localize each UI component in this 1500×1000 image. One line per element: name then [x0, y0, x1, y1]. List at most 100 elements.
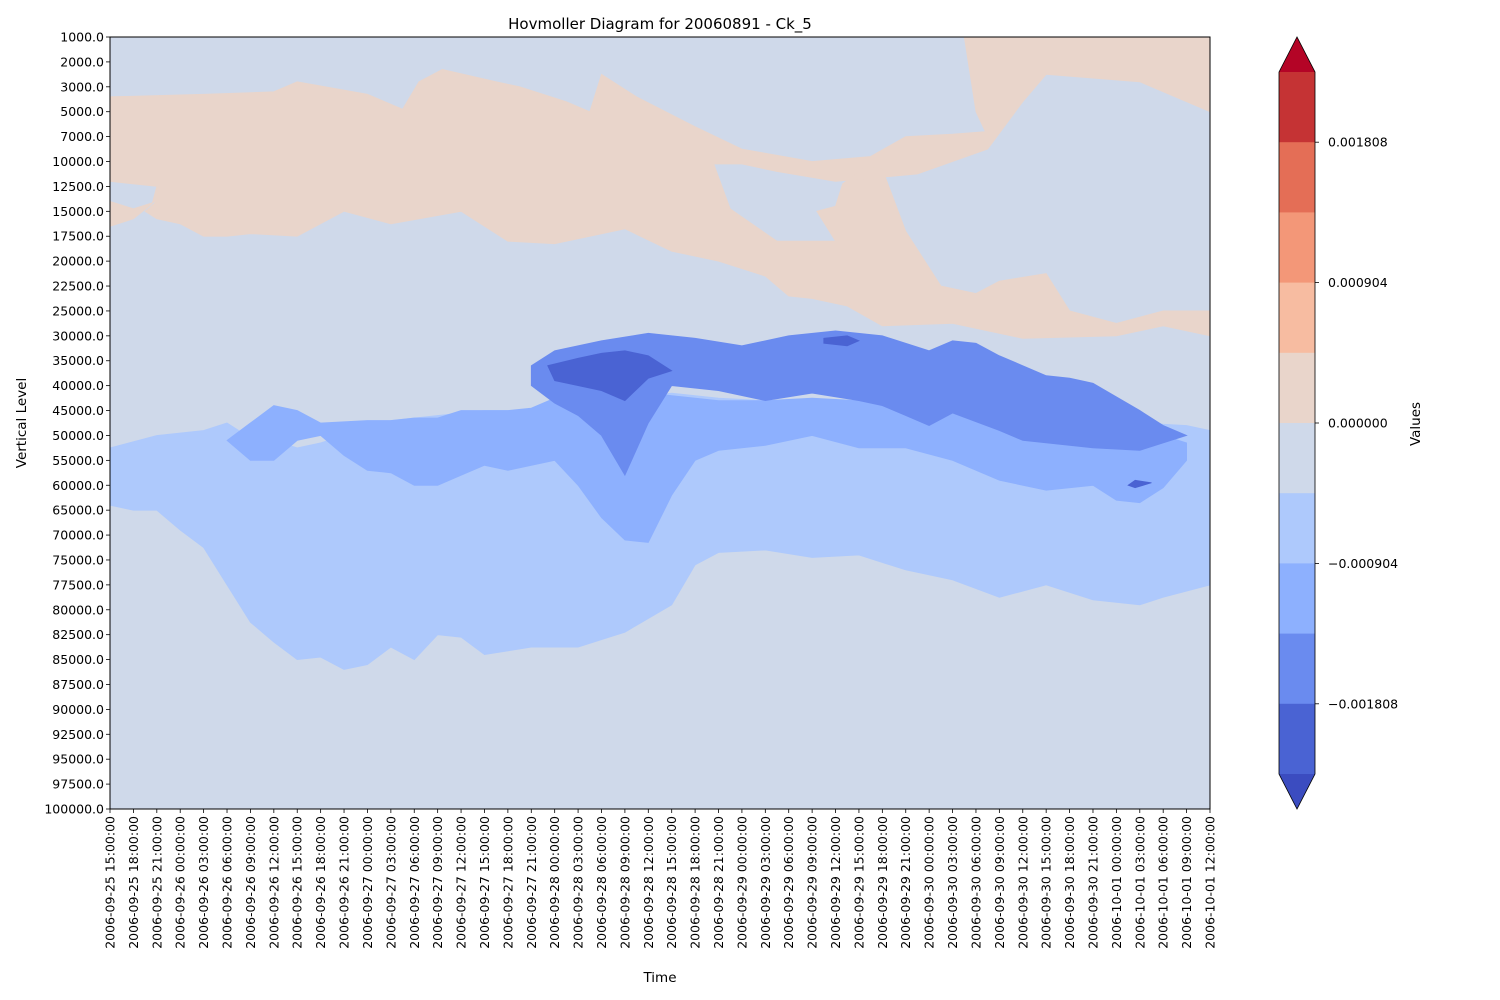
colorbar-extend-min: [1279, 774, 1315, 809]
y-tick-label: 100000.0: [44, 802, 104, 817]
colorbar-extend-max: [1279, 37, 1315, 72]
colorbar-level: [1279, 633, 1315, 705]
x-tick-label: 2006-09-26 00:00:00: [173, 816, 188, 949]
y-tick-label: 7000.0: [60, 129, 104, 144]
y-tick-label: 30000.0: [52, 328, 104, 343]
x-tick-label: 2006-09-26 03:00:00: [196, 816, 211, 949]
y-axis-label: Vertical Level: [14, 378, 30, 468]
colorbar-label: Values: [1408, 402, 1424, 446]
y-tick-label: 55000.0: [52, 453, 104, 468]
y-tick-label: 1000.0: [60, 30, 104, 45]
x-tick-label: 2006-10-01 12:00:00: [1203, 816, 1218, 949]
contour-region-7: [1127, 479, 1152, 489]
y-tick-label: 12500.0: [52, 179, 104, 194]
x-tick-label: 2006-09-29 09:00:00: [805, 816, 820, 949]
x-tick-label: 2006-10-01 09:00:00: [1179, 816, 1194, 949]
x-tick-label: 2006-09-29 00:00:00: [734, 816, 749, 949]
colorbar-outline: [1278, 36, 1316, 810]
x-tick-label: 2006-09-30 12:00:00: [1015, 816, 1030, 949]
y-tick-label: 45000.0: [52, 403, 104, 418]
contour-region-1: [110, 37, 1210, 339]
x-tick-label: 2006-09-29 06:00:00: [781, 816, 796, 949]
x-tick-label: 2006-09-26 21:00:00: [337, 816, 352, 949]
contour-region-5: [547, 350, 673, 402]
x-tick-label: 2006-09-25 18:00:00: [126, 816, 141, 949]
x-tick-label: 2006-09-29 21:00:00: [898, 816, 913, 949]
x-axis: 2006-09-25 15:00:00 2006-09-25 18:00:00 20…: [103, 809, 1218, 949]
x-tick-label: 2006-09-29 03:00:00: [758, 816, 773, 949]
x-tick-label: 2006-09-27 12:00:00: [454, 816, 469, 949]
x-tick-label: 2006-09-27 03:00:00: [383, 816, 398, 949]
y-tick-label: 77500.0: [52, 577, 104, 592]
y-tick-label: 5000.0: [60, 104, 104, 119]
y-tick-label: 10000.0: [52, 154, 104, 169]
x-tick-label: 2006-09-27 06:00:00: [407, 816, 422, 949]
x-tick-label: 2006-09-26 12:00:00: [266, 816, 281, 949]
y-axis: 1000.0 2000.0 3000.0 5000.0 7000.0 10000.0 125…: [44, 30, 110, 817]
contour-region-3: [226, 390, 1187, 543]
chart-title: Hovmoller Diagram for 20060891 - Ck_5: [508, 15, 812, 34]
y-tick-label: 15000.0: [52, 204, 104, 219]
x-tick-label: 2006-09-28 00:00:00: [547, 816, 562, 949]
y-tick-label: 35000.0: [52, 353, 104, 368]
y-tick-label: 80000.0: [52, 602, 104, 617]
x-tick-label: 2006-09-29 18:00:00: [875, 816, 890, 949]
x-tick-label: 2006-09-27 15:00:00: [477, 816, 492, 949]
x-tick-label: 2006-09-28 18:00:00: [688, 816, 703, 949]
x-tick-label: 2006-09-30 06:00:00: [968, 816, 983, 949]
x-tick-label: 2006-09-25 15:00:00: [103, 816, 118, 949]
colorbar-tick-label: −0.000904: [1328, 556, 1398, 571]
y-tick-label: 90000.0: [52, 702, 104, 717]
y-tick-label: 50000.0: [52, 428, 104, 443]
x-tick-label: 2006-09-28 06:00:00: [594, 816, 609, 949]
x-tick-label: 2006-09-30 00:00:00: [922, 816, 937, 949]
colorbar-level: [1279, 423, 1315, 494]
y-tick-label: 40000.0: [52, 378, 104, 393]
x-tick-label: 2006-09-27 21:00:00: [524, 816, 539, 949]
y-tick-label: 60000.0: [52, 478, 104, 493]
y-tick-label: 97500.0: [52, 777, 104, 792]
colorbar-level: [1279, 563, 1315, 635]
x-tick-label: 2006-09-29 12:00:00: [828, 816, 843, 949]
x-tick-label: 2006-09-30 09:00:00: [992, 816, 1007, 949]
colorbar-level: [1279, 142, 1315, 213]
y-tick-label: 25000.0: [52, 303, 104, 318]
y-tick-label: 75000.0: [52, 552, 104, 567]
y-tick-label: 70000.0: [52, 528, 104, 543]
x-tick-label: 2006-09-26 15:00:00: [290, 816, 305, 949]
colorbar-level: [1279, 72, 1315, 143]
x-tick-label: 2006-09-26 18:00:00: [313, 816, 328, 949]
y-tick-label: 87500.0: [52, 677, 104, 692]
x-axis-label: Time: [642, 970, 676, 986]
colorbar-level: [1279, 703, 1315, 775]
x-tick-label: 2006-10-01 06:00:00: [1156, 816, 1171, 949]
y-tick-label: 65000.0: [52, 503, 104, 518]
colorbar-tick-label: 0.001808: [1328, 135, 1388, 150]
colorbar-level: [1279, 212, 1315, 284]
y-tick-label: 20000.0: [52, 254, 104, 269]
y-tick-label: 95000.0: [52, 752, 104, 767]
colorbar-tick-label: −0.001808: [1328, 696, 1398, 711]
x-tick-label: 2006-09-28 15:00:00: [664, 816, 679, 949]
x-tick-label: 2006-09-25 21:00:00: [149, 816, 164, 949]
contour-region-6: [823, 335, 860, 347]
y-tick-label: 17500.0: [52, 229, 104, 244]
y-tick-label: 3000.0: [60, 79, 104, 94]
x-tick-label: 2006-09-30 15:00:00: [1039, 816, 1054, 949]
x-tick-label: 2006-09-26 09:00:00: [243, 816, 258, 949]
x-tick-label: 2006-09-27 00:00:00: [360, 816, 375, 949]
x-tick-label: 2006-09-27 09:00:00: [430, 816, 445, 949]
y-tick-label: 85000.0: [52, 652, 104, 667]
x-tick-label: 2006-09-26 06:00:00: [220, 816, 235, 949]
y-tick-label: 82500.0: [52, 627, 104, 642]
plot-frame: [109, 36, 1211, 810]
x-tick-label: 2006-09-30 21:00:00: [1085, 816, 1100, 949]
x-tick-label: 2006-09-30 18:00:00: [1062, 816, 1077, 949]
x-tick-label: 2006-09-29 15:00:00: [851, 816, 866, 949]
colorbar: 0.001808 0.000904 0.000000 −0.000904 −0.0018…: [1278, 36, 1398, 810]
y-tick-label: 22500.0: [52, 279, 104, 294]
x-tick-label: 2006-09-30 03:00:00: [945, 816, 960, 949]
x-tick-label: 2006-10-01 00:00:00: [1109, 816, 1124, 949]
x-tick-label: 2006-09-27 18:00:00: [500, 816, 515, 949]
